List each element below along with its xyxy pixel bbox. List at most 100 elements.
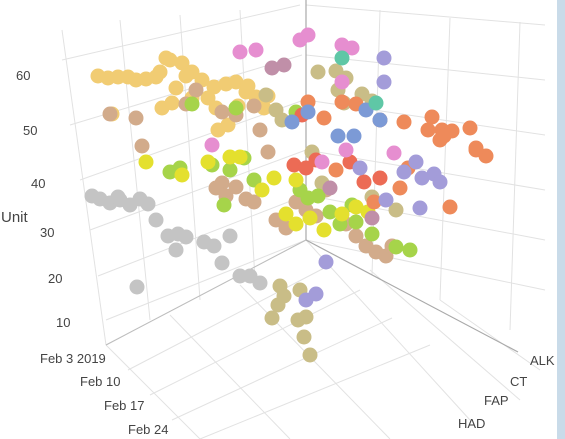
grid-line: [149, 289, 361, 396]
data-point: [214, 255, 230, 271]
data-point: [222, 228, 238, 244]
grid-line: [119, 19, 151, 321]
data-point: [288, 216, 304, 232]
date-tick-label: Feb 17: [104, 398, 144, 413]
data-point: [376, 74, 392, 90]
data-point: [129, 279, 145, 295]
data-point: [184, 96, 200, 112]
data-point: [442, 199, 458, 215]
category-tick-label: FAP: [484, 393, 509, 408]
data-point: [316, 222, 332, 238]
data-point: [246, 98, 262, 114]
z-tick-label: 40: [31, 176, 45, 191]
data-point: [412, 200, 428, 216]
data-point: [402, 242, 418, 258]
data-point: [148, 212, 164, 228]
data-point: [364, 210, 380, 226]
data-point: [158, 50, 174, 66]
data-point: [200, 154, 216, 170]
data-point: [206, 238, 222, 254]
z-tick-label: 30: [40, 225, 54, 240]
data-point: [264, 60, 280, 76]
tick-labels: 60 50 40 30 20 10 Unit Feb 3 2019 Feb 10…: [1, 68, 555, 437]
data-point: [298, 160, 314, 176]
z-axis-title: Unit: [1, 209, 29, 226]
data-point: [246, 172, 262, 188]
data-point: [328, 162, 344, 178]
data-point: [140, 196, 156, 212]
z-tick-label: 20: [48, 271, 62, 286]
data-point: [322, 204, 338, 220]
data-point: [232, 149, 248, 165]
data-point: [348, 199, 364, 215]
data-point: [252, 122, 268, 138]
data-point: [348, 228, 364, 244]
data-point: [388, 239, 404, 255]
date-tick-label: Feb 3 2019: [40, 351, 106, 366]
data-point: [334, 74, 350, 90]
grid-line: [61, 29, 107, 346]
data-point: [284, 114, 300, 130]
data-point: [288, 194, 304, 210]
data-point: [174, 55, 190, 71]
data-point: [300, 27, 316, 43]
data-point: [228, 179, 244, 195]
data-point: [232, 44, 248, 60]
data-point: [102, 106, 118, 122]
data-point: [174, 167, 190, 183]
data-point: [222, 162, 238, 178]
z-tick-label: 10: [56, 315, 70, 330]
grid-line: [305, 239, 546, 291]
data-point: [468, 142, 484, 158]
data-point: [258, 87, 274, 103]
grid-lines: [61, 4, 546, 439]
date-tick-label: Feb 10: [80, 374, 120, 389]
grid-line: [127, 264, 331, 371]
z-tick-label: 50: [23, 123, 37, 138]
data-point: [216, 197, 232, 213]
data-point: [344, 40, 360, 56]
data-point: [364, 226, 380, 242]
data-point: [372, 112, 388, 128]
data-point: [334, 50, 350, 66]
data-point: [310, 64, 326, 80]
grid-line: [169, 314, 291, 439]
data-point: [348, 214, 364, 230]
data-point: [110, 189, 126, 205]
data-point: [314, 154, 330, 170]
data-point: [204, 137, 220, 153]
data-point: [228, 100, 244, 116]
grid-line: [105, 239, 307, 321]
grid-line: [89, 149, 307, 231]
grid-line: [369, 269, 521, 401]
date-tick-label: Feb 24: [128, 422, 168, 437]
data-point: [378, 192, 394, 208]
data-point: [334, 94, 350, 110]
data-point: [388, 202, 404, 218]
data-point: [366, 194, 382, 210]
axis-line: [305, 239, 519, 353]
data-point: [264, 310, 280, 326]
data-point: [228, 74, 244, 90]
grid-line: [305, 239, 471, 421]
data-point: [138, 154, 154, 170]
data-point: [392, 180, 408, 196]
data-point: [178, 68, 194, 84]
data-point: [168, 242, 184, 258]
data-point: [220, 117, 236, 133]
data-point: [346, 128, 362, 144]
data-point: [396, 164, 412, 180]
data-point: [162, 164, 178, 180]
data-point: [316, 110, 332, 126]
data-point: [338, 142, 354, 158]
grid-line: [509, 21, 521, 331]
data-point: [462, 120, 478, 136]
data-point: [396, 114, 412, 130]
page-edge: [557, 0, 565, 439]
data-point: [352, 160, 368, 176]
data-point: [302, 210, 318, 226]
grid-line: [199, 344, 431, 439]
data-point: [178, 229, 194, 245]
data-point: [290, 312, 306, 328]
